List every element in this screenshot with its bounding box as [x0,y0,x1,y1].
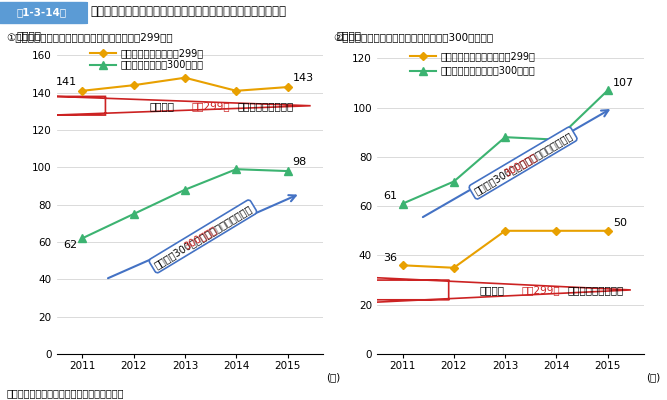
Text: 現職の従業者規模規模５～299人: 現職の従業者規模規模５～299人 [441,51,536,61]
Text: ５～299人: ５～299人 [522,285,560,295]
Text: 107: 107 [613,78,634,88]
Text: ①前職の従業者規模が中小企業（従業者数１～299人）: ①前職の従業者規模が中小企業（従業者数１～299人） [7,32,173,42]
Text: 36: 36 [384,253,398,263]
Text: 前職の従業者規模別に見た、現職の企業規模別転職者数の推移: 前職の従業者規模別に見た、現職の企業規模別転職者数の推移 [90,6,286,18]
Text: 62: 62 [63,240,77,250]
Text: 現職の従業者規模300人以上: 現職の従業者規模300人以上 [121,60,204,70]
Text: 300人以上: 300人以上 [502,151,538,178]
Text: 第1-3-14図: 第1-3-14図 [17,7,67,17]
Text: ②前職の従業者規模が大企業（従業者数300人以上）: ②前職の従業者規模が大企業（従業者数300人以上） [334,32,494,42]
Text: 従業者数: 従業者数 [149,101,174,111]
Text: ５～299人: ５～299人 [191,101,229,111]
FancyArrow shape [0,92,311,120]
Text: 141: 141 [56,77,77,87]
Text: 現職の従業者規模規模300人以上: 現職の従業者規模規模300人以上 [441,66,536,76]
Text: 300人以上: 300人以上 [182,224,218,251]
Text: （万人）: （万人） [17,30,41,40]
Text: 従業者数300人以上の企業への転職者数: 従業者数300人以上の企業への転職者数 [472,130,574,196]
Text: の企業への転職者数: の企業への転職者数 [568,285,624,295]
FancyBboxPatch shape [0,2,88,24]
Text: 143: 143 [293,73,314,83]
Text: 61: 61 [384,191,398,201]
Text: 従業者数: 従業者数 [480,285,504,295]
Text: 資料：厚生労働省「雇用動向調査」より作成: 資料：厚生労働省「雇用動向調査」より作成 [7,388,124,398]
Text: (年): (年) [326,372,340,382]
FancyArrow shape [323,275,631,305]
Text: の企業への転職者数: の企業への転職者数 [237,101,293,111]
Text: (年): (年) [646,372,660,382]
Text: 従業者数300人以上の企業への転職者数: 従業者数300人以上の企業への転職者数 [152,203,253,270]
Text: 50: 50 [613,218,627,228]
Text: 現職の従業者規模５～299人: 現職の従業者規模５～299人 [121,48,204,58]
Text: （万人）: （万人） [337,30,362,40]
Text: 98: 98 [293,157,307,167]
